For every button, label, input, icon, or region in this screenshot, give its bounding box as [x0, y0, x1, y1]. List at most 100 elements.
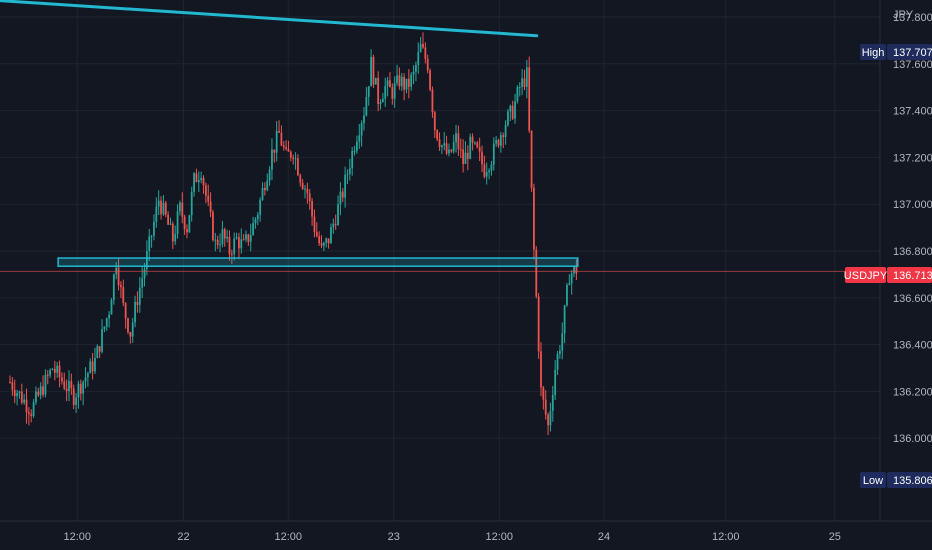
candle-body: [256, 214, 259, 219]
candle-body: [502, 135, 505, 138]
candle-body: [542, 387, 545, 400]
candle-body: [533, 187, 535, 250]
candle-body: [377, 77, 380, 105]
candle-body: [440, 145, 443, 148]
candle-body: [476, 142, 479, 148]
candle-body: [75, 397, 77, 405]
low-badge: Low 135.806: [860, 472, 932, 488]
candle-body: [32, 402, 35, 416]
support-zone[interactable]: [57, 257, 579, 267]
candle-body: [327, 238, 330, 244]
y-tick-label: 136.400: [893, 340, 932, 352]
candle-body: [129, 332, 132, 337]
candle-body: [356, 141, 358, 152]
candle-body: [42, 386, 44, 395]
candle-body: [169, 223, 172, 225]
candle-body: [426, 58, 429, 71]
candle-body: [474, 142, 476, 144]
candle-body: [25, 399, 28, 413]
candle-body: [419, 43, 422, 53]
x-tick-label: 12:00: [485, 531, 513, 543]
candle-body: [521, 78, 524, 88]
candle-body: [228, 236, 231, 255]
candle-body: [20, 391, 23, 403]
candle-body: [299, 175, 302, 183]
candle-body: [193, 173, 195, 192]
candle-body: [417, 52, 420, 65]
candle-body: [384, 86, 387, 99]
x-tick-label: 24: [598, 531, 610, 543]
low-value: 135.806: [893, 475, 932, 487]
candle-body: [157, 200, 160, 207]
candle-body: [297, 158, 299, 176]
candle-body: [389, 80, 391, 88]
candle-body: [544, 399, 547, 415]
candle-body: [91, 361, 94, 372]
candle-body: [403, 76, 406, 90]
x-tick-label: 12:00: [63, 531, 91, 543]
candle-body: [238, 237, 240, 249]
candle-body: [79, 383, 82, 394]
candle-body: [153, 221, 155, 236]
candle-body: [37, 391, 40, 396]
candle-body: [448, 149, 450, 154]
candle-body: [535, 249, 538, 297]
candle-body: [301, 182, 304, 189]
candle-body: [249, 235, 252, 242]
y-tick-label: 137.200: [893, 152, 932, 164]
x-tick-label: 23: [388, 531, 400, 543]
candle-body: [56, 365, 59, 373]
y-tick-label: 137.000: [893, 199, 932, 211]
trendline-layer: [0, 0, 539, 38]
candle-body: [261, 187, 264, 200]
candle-body: [436, 129, 439, 140]
candle-body: [186, 229, 188, 233]
candle-body: [138, 287, 141, 305]
candle-body: [334, 223, 337, 225]
candle-body: [540, 351, 542, 388]
candlestick-series: [9, 32, 578, 436]
candle-body: [221, 229, 224, 245]
candle-body: [455, 133, 457, 143]
candle-body: [207, 195, 210, 202]
candle-body: [23, 399, 26, 403]
candle-body: [457, 133, 460, 150]
candle-body: [398, 75, 401, 87]
price-axis[interactable]: JPY 137.800 137.600 137.400 137.200 137.000 1…: [893, 9, 932, 445]
candle-body: [103, 326, 106, 330]
candle-body: [9, 382, 11, 384]
candle-body: [308, 193, 311, 201]
symbol-label: USDJPY: [844, 270, 888, 282]
candle-body: [77, 383, 80, 398]
zone-layer: [57, 257, 579, 267]
candle-body: [240, 239, 243, 249]
candle-body: [570, 273, 573, 284]
candle-body: [289, 151, 292, 158]
candle-body: [558, 350, 561, 355]
low-label: Low: [863, 475, 883, 487]
candle-body: [68, 381, 70, 392]
x-tick-label: 22: [177, 531, 189, 543]
candle-body: [478, 147, 481, 152]
candle-body: [282, 145, 285, 148]
candle-body: [415, 64, 417, 72]
candle-body: [304, 188, 306, 190]
candle-body: [46, 374, 49, 376]
candle-body: [504, 124, 507, 138]
candle-body: [266, 180, 269, 191]
candle-body: [294, 158, 297, 160]
time-axis[interactable]: 12:00 22 12:00 23 12:00 24 12:00 25: [63, 531, 840, 543]
candle-body: [471, 136, 474, 143]
candle-body: [452, 142, 455, 152]
candle-body: [358, 135, 361, 142]
candle-body: [268, 169, 271, 181]
candle-body: [61, 377, 63, 382]
candle-body: [563, 305, 566, 334]
candle-body: [445, 143, 448, 154]
candle-body: [285, 147, 288, 149]
last-price-badge: USDJPY 136.713: [844, 267, 932, 283]
candle-body: [322, 242, 325, 246]
candle-body: [89, 361, 92, 374]
resistance-trendline[interactable]: [0, 0, 539, 38]
